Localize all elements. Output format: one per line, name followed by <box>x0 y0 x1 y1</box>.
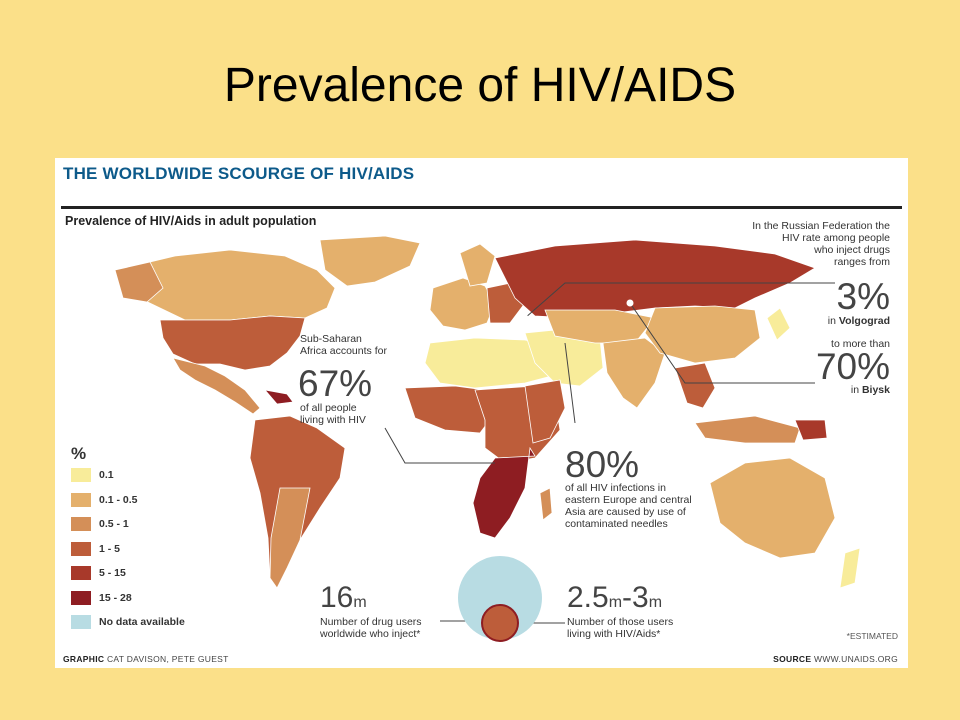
russia-annotation: In the Russian Federation the HIV rate a… <box>690 220 890 268</box>
russia-line2: HIV rate among people <box>782 232 890 244</box>
africa-line4: living with HIV <box>300 414 366 426</box>
canada <box>124 249 336 321</box>
korea-japan <box>766 307 791 341</box>
legend-label: 1 - 5 <box>99 542 121 555</box>
russia-city-high: in Biysk <box>850 384 890 396</box>
drug-users-value: 16m <box>320 581 367 614</box>
title-rule <box>61 206 902 209</box>
russia-value-low: 3% <box>836 276 890 317</box>
russia-line3: who inject drugs <box>814 244 890 256</box>
graphic-credit: GRAPHIC CAT DAVISON, PETE GUEST <box>63 654 229 664</box>
eastern-europe-line4: contaminated needles <box>565 518 668 530</box>
mexico <box>172 357 261 415</box>
alaska <box>114 261 164 303</box>
africa-leader-line <box>384 427 495 464</box>
legend-swatch <box>71 541 91 556</box>
australia <box>709 457 836 559</box>
russia-city-low: in Volgograd <box>827 315 890 327</box>
legend-swatch <box>71 566 91 580</box>
drug-users-bubble <box>458 556 542 640</box>
africa-line1: Sub-Saharan <box>300 333 362 345</box>
east-africa <box>524 379 566 444</box>
legend-swatch <box>71 615 91 629</box>
legend-swatch <box>71 517 91 531</box>
russia-line1: In the Russian Federation the <box>752 220 890 232</box>
africa-annotation: Sub-Saharan Africa accounts for <box>300 333 387 357</box>
legend-label: 5 - 15 <box>99 567 126 579</box>
estimated-note: *ESTIMATED <box>846 631 898 641</box>
southeast-asia <box>674 362 716 409</box>
russia-middle: to more than <box>831 338 890 350</box>
legend-swatch <box>71 492 91 507</box>
source-credit: SOURCE WWW.UNAIDS.ORG <box>773 654 898 664</box>
new-zealand <box>839 547 861 589</box>
madagascar <box>539 487 553 521</box>
eastern-europe-line3: Asia are caused by use of <box>565 506 686 518</box>
caribbean <box>263 389 294 405</box>
eastern-europe-value: 80% <box>565 444 640 485</box>
hiv-users-line2: living with HIV/Aids* <box>567 628 661 640</box>
drug-users-annotation: Number of drug users worldwide who injec… <box>320 616 422 640</box>
eastern-europe-leader-line <box>564 342 576 424</box>
legend-label: 0.1 <box>99 469 114 481</box>
infographic-subtitle: Prevalence of HIV/Aids in adult populati… <box>65 214 317 228</box>
hiv-infographic: THE WORLDWIDE SCOURGE OF HIV/AIDS Preval… <box>55 158 908 668</box>
africa-line3: of all people <box>300 402 357 414</box>
papua <box>794 419 828 441</box>
biysk-leader-line <box>629 302 815 384</box>
legend-label: No data available <box>99 616 185 628</box>
volgograd-leader-line <box>524 282 835 319</box>
volgograd-marker <box>521 314 529 322</box>
usa <box>159 315 306 371</box>
southern-africa <box>472 446 536 539</box>
russia-value-high: 70% <box>815 346 890 387</box>
drug-users-line2: worldwide who inject* <box>320 628 421 640</box>
hiv-users-annotation: Number of those users living with HIV/Ai… <box>567 616 673 640</box>
south-asia <box>602 337 666 409</box>
africa-annotation-lower: of all people living with HIV <box>300 402 366 426</box>
eastern-europe-annotation: of all HIV infections in eastern Europe … <box>565 482 692 530</box>
indonesia <box>694 415 801 444</box>
legend-label: 0.5 - 1 <box>99 518 129 530</box>
eastern-europe-line1: of all HIV infections in <box>565 482 666 494</box>
china <box>644 305 761 364</box>
legend-header: % <box>71 444 87 463</box>
western-europe <box>429 277 496 331</box>
slide-title: Prevalence of HIV/AIDS <box>223 59 737 112</box>
legend-label: 0.1 - 0.5 <box>99 493 138 506</box>
infographic-title: THE WORLDWIDE SCOURGE OF HIV/AIDS <box>63 164 415 183</box>
world-map <box>114 235 861 642</box>
drug-users-line1: Number of drug users <box>320 616 422 628</box>
greenland <box>319 235 421 287</box>
legend-label: 15 - 28 <box>99 591 132 604</box>
legend-swatch <box>71 468 91 482</box>
south-america-south <box>269 487 311 589</box>
hiv-users-value: 2.5m-3m <box>567 581 663 614</box>
hiv-users-line1: Number of those users <box>567 616 674 628</box>
eastern-europe-line2: eastern Europe and central <box>565 494 692 506</box>
scandinavia <box>459 243 496 287</box>
biysk-marker <box>626 299 634 307</box>
africa-line2: Africa accounts for <box>300 345 387 357</box>
north-africa <box>424 337 564 389</box>
legend-swatch <box>71 590 91 605</box>
africa-value: 67% <box>298 363 373 404</box>
hiv-users-bubble <box>481 604 519 642</box>
russia-line4: ranges from <box>833 256 890 268</box>
